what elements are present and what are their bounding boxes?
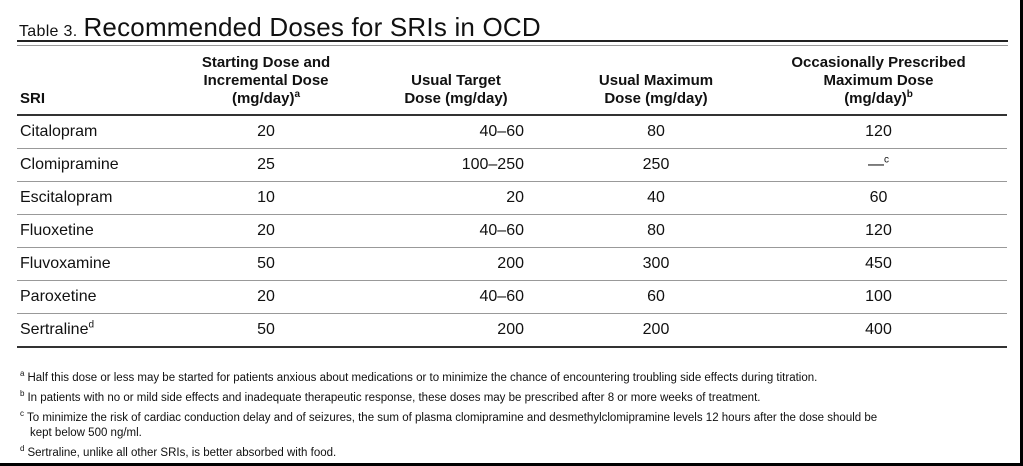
table-row: Citalopram 20 40–60 80 120	[17, 115, 1007, 149]
maximum-dose: 40	[562, 181, 750, 215]
occasional-maximum-dose: 60	[750, 181, 1007, 215]
column-header-sri: SRI	[17, 48, 182, 116]
table-footnotes: a Half this dose or less may be started f…	[20, 366, 1000, 461]
starting-dose: 50	[182, 313, 350, 348]
occasional-maximum-dose: —c	[750, 148, 1007, 182]
maximum-dose: 250	[562, 148, 750, 182]
footnote: a Half this dose or less may be started f…	[20, 369, 818, 384]
footnote: b In patients with no or mild side effect…	[20, 388, 761, 404]
maximum-dose: 60	[562, 280, 750, 314]
starting-dose: 20	[182, 115, 350, 149]
target-dose: 100–250	[350, 148, 562, 182]
header-row: SRI Starting Dose and Incremental Dose (…	[17, 48, 1007, 116]
dose-table: SRI Starting Dose and Incremental Dose (…	[17, 48, 1007, 348]
maximum-dose: 80	[562, 115, 750, 149]
sri-name: Paroxetine	[17, 280, 182, 314]
maximum-dose: 200	[562, 313, 750, 348]
table-caption: Recommended Doses for SRIs in OCD	[83, 12, 541, 42]
sri-name: Citalopram	[17, 115, 182, 149]
column-header-usual-target: Usual Target Dose (mg/day)	[350, 48, 562, 116]
column-header-starting-dose: Starting Dose and Incremental Dose (mg/d…	[182, 48, 350, 116]
occasional-maximum-dose: 120	[750, 115, 1007, 149]
starting-dose: 20	[182, 280, 350, 314]
footnote: d Sertraline, unlike all other SRIs, is b…	[20, 444, 337, 460]
sri-name: Sertralined	[17, 313, 182, 348]
table-row: Fluvoxamine 50 200 300 450	[17, 247, 1007, 281]
column-header-usual-maximum: Usual Maximum Dose (mg/day)	[562, 48, 750, 116]
maximum-dose: 80	[562, 214, 750, 248]
footnote: c To minimize the risk of cardiac conduct…	[20, 408, 878, 440]
target-dose: 200	[350, 247, 562, 281]
target-dose: 20	[350, 181, 562, 215]
starting-dose: 50	[182, 247, 350, 281]
footnote-marker: b	[906, 89, 913, 100]
table-row: Paroxetine 20 40–60 60 100	[17, 280, 1007, 314]
table-row: Escitalopram 10 20 40 60	[17, 181, 1007, 215]
occasional-maximum-dose: 450	[750, 247, 1007, 281]
maximum-dose: 300	[562, 247, 750, 281]
table-row: Clomipramine 25 100–250 250 —c	[17, 148, 1007, 182]
starting-dose: 25	[182, 148, 350, 182]
target-dose: 200	[350, 313, 562, 348]
footnote-marker: a	[294, 89, 301, 100]
table-title: Table 3. Recommended Doses for SRIs in OC…	[19, 12, 541, 42]
sri-name: Escitalopram	[17, 181, 182, 215]
occasional-maximum-dose: 120	[750, 214, 1007, 248]
table-row: Fluoxetine 20 40–60 80 120	[17, 214, 1007, 248]
sri-name: Clomipramine	[17, 148, 182, 182]
column-header-occasional-maximum: Occasionally Prescribed Maximum Dose (mg…	[750, 48, 1007, 116]
sri-name: Fluoxetine	[17, 214, 182, 248]
starting-dose: 20	[182, 214, 350, 248]
occasional-maximum-dose: 100	[750, 280, 1007, 314]
target-dose: 40–60	[350, 280, 562, 314]
target-dose: 40–60	[350, 214, 562, 248]
starting-dose: 10	[182, 181, 350, 215]
occasional-maximum-dose: 400	[750, 313, 1007, 348]
table-number: Table 3.	[19, 23, 78, 40]
title-rule	[17, 40, 1008, 46]
table-row: Sertralined 50 200 200 400	[17, 313, 1007, 348]
sri-name: Fluvoxamine	[17, 247, 182, 281]
target-dose: 40–60	[350, 115, 562, 149]
